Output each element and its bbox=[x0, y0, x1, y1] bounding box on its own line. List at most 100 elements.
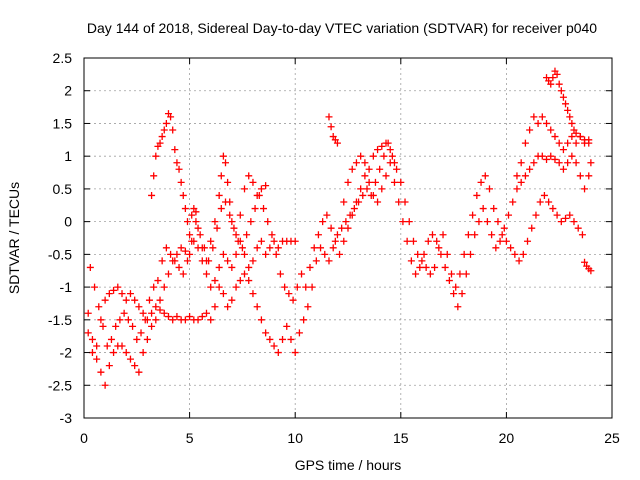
data-point bbox=[198, 244, 206, 252]
data-point bbox=[226, 198, 234, 206]
data-point bbox=[160, 126, 168, 134]
data-point bbox=[369, 152, 377, 160]
data-point bbox=[253, 244, 261, 252]
data-point bbox=[198, 313, 206, 321]
data-point bbox=[458, 290, 466, 298]
data-point bbox=[238, 244, 246, 252]
data-point bbox=[156, 296, 164, 304]
data-point bbox=[338, 224, 346, 232]
data-point bbox=[490, 205, 498, 213]
y-tick-label: 1.5 bbox=[53, 115, 73, 131]
data-point bbox=[211, 277, 219, 285]
data-point bbox=[471, 231, 479, 239]
data-point bbox=[581, 258, 589, 266]
data-point bbox=[211, 218, 219, 226]
data-point bbox=[122, 349, 130, 357]
data-point bbox=[213, 224, 221, 232]
data-point bbox=[230, 224, 238, 232]
data-point bbox=[547, 126, 555, 134]
data-point bbox=[179, 270, 187, 278]
data-point bbox=[498, 231, 506, 239]
data-point bbox=[555, 80, 563, 88]
data-point bbox=[287, 335, 295, 343]
data-point bbox=[515, 257, 523, 265]
data-point bbox=[99, 322, 107, 330]
data-point bbox=[378, 185, 386, 193]
data-point bbox=[270, 237, 278, 245]
data-point bbox=[148, 322, 156, 330]
data-point bbox=[93, 355, 101, 363]
data-point bbox=[179, 191, 187, 199]
data-point bbox=[553, 70, 561, 78]
data-point bbox=[314, 231, 322, 239]
data-point bbox=[460, 250, 468, 258]
data-point bbox=[97, 316, 105, 324]
data-point bbox=[131, 362, 139, 370]
data-point bbox=[266, 335, 274, 343]
data-point bbox=[441, 263, 449, 271]
data-point bbox=[126, 290, 134, 298]
data-point bbox=[494, 218, 502, 226]
data-point bbox=[524, 237, 532, 245]
data-point bbox=[194, 224, 202, 232]
data-point bbox=[418, 257, 426, 265]
data-point bbox=[456, 270, 464, 278]
y-tick-label: -1 bbox=[60, 279, 73, 295]
data-point bbox=[150, 172, 158, 180]
chart-title: Day 144 of 2018, Sidereal Day-to-day VTE… bbox=[87, 20, 597, 36]
y-tick-label: 2.5 bbox=[53, 50, 73, 66]
data-point bbox=[186, 313, 194, 321]
data-point bbox=[156, 306, 164, 314]
data-point bbox=[215, 283, 223, 291]
data-point bbox=[359, 191, 367, 199]
data-point bbox=[502, 237, 510, 245]
data-point bbox=[405, 218, 413, 226]
data-point bbox=[350, 205, 358, 213]
data-point bbox=[91, 283, 99, 291]
data-point bbox=[241, 250, 249, 258]
data-point bbox=[481, 172, 489, 180]
data-point bbox=[110, 349, 118, 357]
x-tick-labels: 0 5 10 15 20 25 bbox=[80, 430, 620, 446]
data-point bbox=[492, 244, 500, 252]
data-point bbox=[224, 178, 232, 186]
data-point bbox=[124, 316, 132, 324]
y-tick-label: 0 bbox=[64, 214, 72, 230]
data-point bbox=[521, 139, 529, 147]
data-point bbox=[228, 218, 236, 226]
data-point bbox=[587, 267, 595, 275]
data-point bbox=[557, 218, 565, 226]
data-point bbox=[202, 270, 210, 278]
data-point bbox=[336, 250, 344, 258]
data-point bbox=[549, 205, 557, 213]
data-point bbox=[496, 237, 504, 245]
data-point bbox=[566, 113, 574, 121]
data-point bbox=[564, 106, 572, 114]
data-point bbox=[207, 316, 215, 324]
data-point bbox=[545, 198, 553, 206]
data-point bbox=[538, 152, 546, 160]
data-point bbox=[397, 178, 405, 186]
data-point bbox=[329, 244, 337, 252]
data-point bbox=[374, 146, 382, 154]
data-point bbox=[154, 277, 162, 285]
data-point bbox=[507, 244, 515, 252]
data-point bbox=[164, 270, 172, 278]
data-point bbox=[420, 250, 428, 258]
data-point bbox=[173, 250, 181, 258]
data-point bbox=[403, 237, 411, 245]
data-point bbox=[300, 316, 308, 324]
data-point bbox=[202, 309, 210, 317]
grid-lines bbox=[84, 58, 612, 418]
data-point bbox=[576, 133, 584, 141]
data-point bbox=[86, 263, 94, 271]
data-point bbox=[483, 218, 491, 226]
data-point bbox=[219, 290, 227, 298]
data-point bbox=[585, 139, 593, 147]
data-point bbox=[262, 182, 270, 190]
data-point bbox=[357, 152, 365, 160]
data-point bbox=[101, 296, 109, 304]
data-point bbox=[152, 152, 160, 160]
data-point bbox=[559, 165, 567, 173]
data-point bbox=[257, 316, 265, 324]
